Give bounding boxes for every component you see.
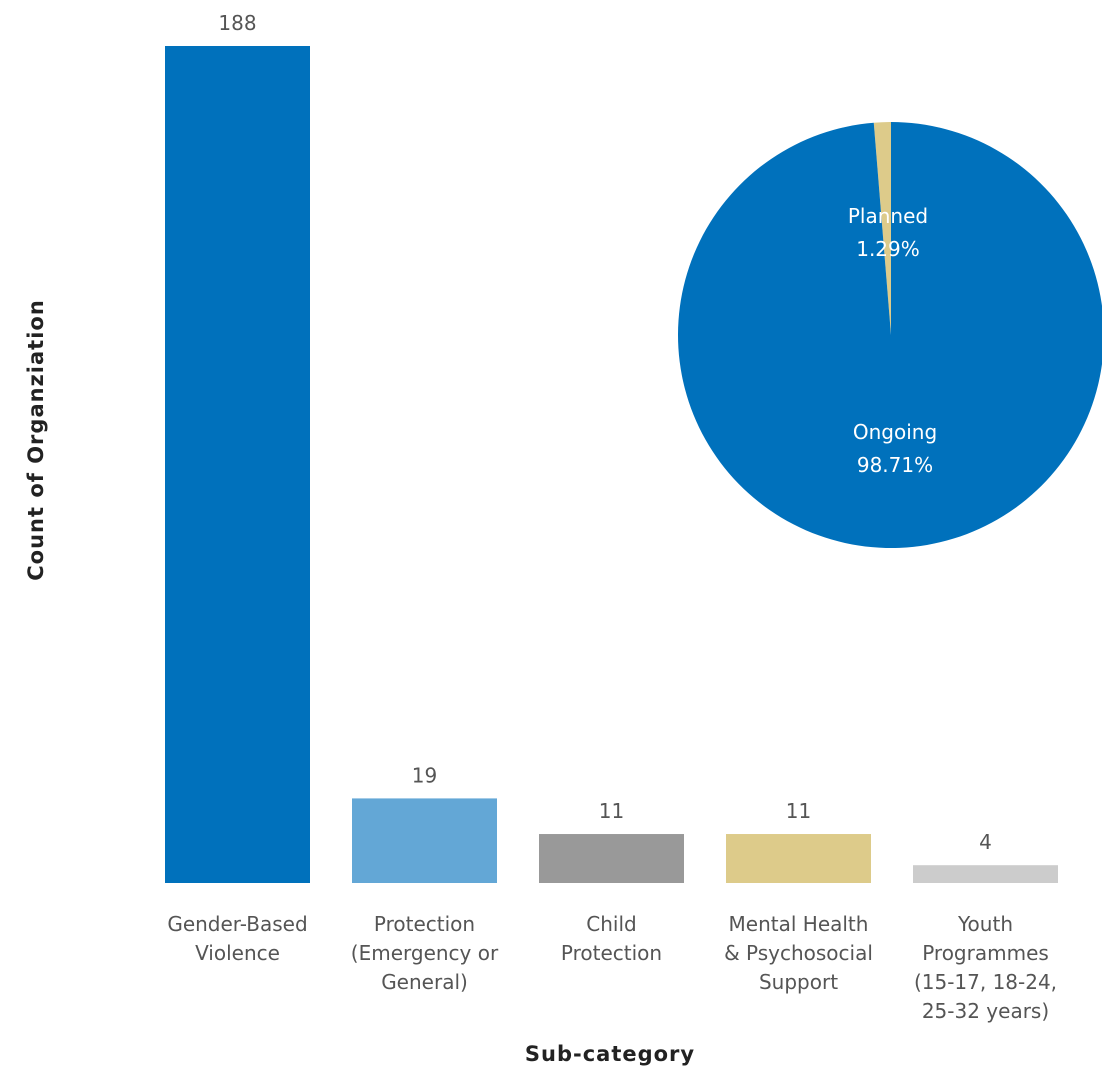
bar-value-label-4: 4 — [979, 830, 992, 854]
bar-value-labels: 188 19 11 11 4 — [218, 11, 991, 854]
bar-value-label-0: 188 — [218, 11, 256, 35]
y-axis-title: Count of Organziation — [24, 299, 48, 581]
category-label-1: Protection (Emergency or General) — [351, 912, 499, 994]
pie-label-ongoing-name: Ongoing — [853, 420, 937, 444]
bar-value-label-1: 19 — [412, 763, 437, 787]
bar-1 — [352, 798, 497, 883]
x-axis-title: Sub-category — [525, 1042, 695, 1066]
category-label-4: Youth Programmes (15-17, 18-24, 25-32 years… — [914, 912, 1057, 1023]
pie-label-planned-percent: 1.29% — [856, 237, 920, 261]
pie-label-ongoing-percent: 98.71% — [857, 453, 933, 477]
bar-series — [165, 46, 1058, 883]
bar-value-label-3: 11 — [786, 799, 811, 823]
pie-slice-ongoing — [678, 122, 1102, 548]
bar-value-label-2: 11 — [599, 799, 624, 823]
bar-4 — [913, 865, 1058, 883]
bar-0 — [165, 46, 310, 883]
bar-2 — [539, 834, 684, 883]
pie-label-planned-name: Planned — [848, 204, 928, 228]
pie-chart — [678, 122, 1102, 548]
category-label-0: Gender-Based Violence — [167, 912, 307, 965]
category-label-2: Child Protection — [561, 912, 662, 965]
pie-labels: Planned 1.29% Ongoing 98.71% — [848, 204, 937, 477]
category-labels: Gender-Based Violence Protection (Emergency… — [167, 912, 1057, 1023]
category-label-3: Mental Health & Psychosocial Support — [724, 912, 873, 994]
bar-3 — [726, 834, 871, 883]
pie-slice-planned — [873, 122, 891, 335]
